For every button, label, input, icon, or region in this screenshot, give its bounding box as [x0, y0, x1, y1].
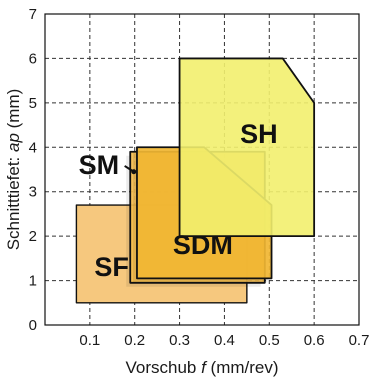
region-pointer-dot [131, 169, 137, 175]
region-sh [178, 57, 316, 238]
x-tick-label: 0.4 [214, 332, 235, 349]
x-tick-label: 0.5 [259, 332, 280, 349]
region-labels: SF SDM SM SH [79, 119, 278, 282]
y-tick-label: 1 [29, 273, 37, 290]
y-axis-title: Schnitttiefet: ap (mm) [4, 89, 23, 251]
y-tick-label: 5 [29, 95, 37, 112]
regions [75, 57, 316, 304]
y-tick-label: 6 [29, 50, 37, 67]
region-label-sm: SM [79, 150, 120, 180]
x-tick-label: 0.1 [79, 332, 100, 349]
x-tick-label: 0.2 [124, 332, 145, 349]
plot-frame [44, 13, 360, 326]
x-axis-title: Vorschub f (mm/rev) [125, 358, 278, 377]
x-tick-label: 0.7 [349, 332, 370, 349]
y-tick-label: 2 [29, 228, 37, 245]
region-label-sf: SF [94, 252, 129, 282]
axis-ticks: 0.1 0.2 0.3 0.4 0.5 0.6 0.7 0 1 2 3 4 5 6 7 [29, 6, 370, 349]
x-tick-label: 0.6 [304, 332, 325, 349]
x-tick-label: 0.3 [169, 332, 190, 349]
y-tick-label: 3 [29, 184, 37, 201]
y-tick-label: 7 [29, 6, 37, 23]
region-label-sdm: SDM [173, 230, 233, 260]
region-label-sh: SH [240, 119, 278, 149]
y-tick-label: 4 [29, 139, 37, 156]
y-tick-label: 0 [29, 317, 37, 334]
